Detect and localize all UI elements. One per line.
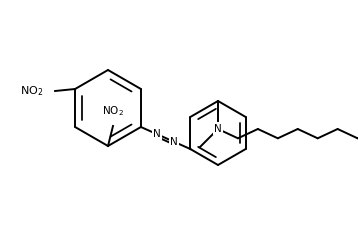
Text: N: N [214,124,222,134]
Text: NO$_2$: NO$_2$ [102,104,124,118]
Text: NO$_2$: NO$_2$ [20,84,43,98]
Text: N: N [170,137,178,147]
Text: N: N [153,129,161,139]
